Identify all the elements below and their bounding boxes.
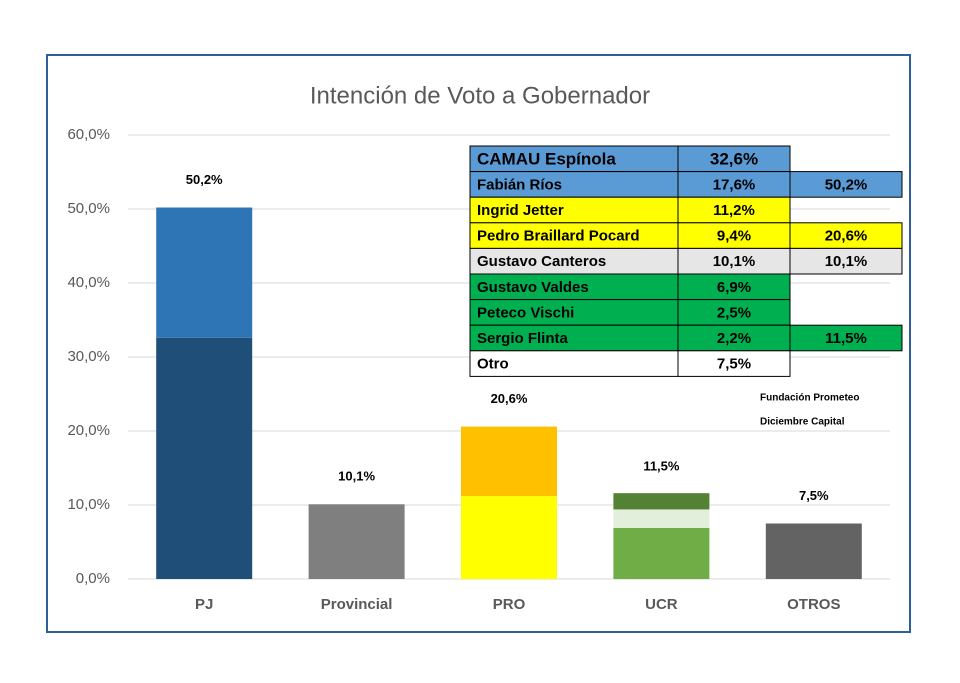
table-cell-text: 11,5% — [825, 330, 867, 347]
bar-segment — [613, 493, 710, 510]
bar-segment — [613, 527, 710, 579]
y-tick-label: 30,0% — [67, 348, 110, 365]
table-cell-text: Ingrid Jetter — [477, 202, 564, 219]
table-cell-text: 2,2% — [717, 330, 751, 347]
table-cell — [789, 222, 903, 249]
bar-segment — [156, 337, 253, 579]
y-tick-label: 40,0% — [67, 274, 110, 291]
table-cell-text: 17,6% — [713, 176, 756, 193]
table-cell — [789, 324, 903, 352]
table-cell-text: Otro — [477, 356, 509, 373]
bar-segment — [765, 523, 862, 579]
table-cell — [677, 273, 791, 301]
bar-segment — [461, 496, 557, 579]
table-cell-text: Pedro Braillard Pocard — [477, 228, 640, 245]
table-cell-text: Sergio Flinta — [477, 330, 569, 347]
table-cell — [677, 196, 791, 224]
table-cell — [469, 171, 679, 198]
x-tick-label: PRO — [493, 596, 526, 613]
table-cell — [469, 145, 679, 173]
table-cell-text: Peteco Vischi — [477, 304, 574, 321]
table-cell — [789, 171, 903, 198]
note: Fundación Prometeo — [760, 393, 859, 404]
table-cell — [677, 171, 791, 198]
table-cell-text: CAMAU Espínola — [477, 149, 616, 168]
total-label: 50,2% — [186, 172, 223, 187]
x-tick-label: UCR — [645, 596, 678, 613]
chart-title: Intención de Voto a Gobernador — [310, 82, 650, 109]
table-cell — [469, 324, 679, 352]
table-cell-text: 50,2% — [825, 176, 868, 193]
total-label: 20,6% — [491, 391, 528, 406]
table-cell-text: 10,1% — [713, 253, 756, 270]
table-cell-text: Fabián Ríos — [477, 176, 562, 193]
table-cell — [677, 145, 791, 173]
table-cell-text: 32,6% — [710, 149, 758, 168]
table-cell-text: Gustavo Valdes — [477, 279, 589, 296]
note: Diciembre Capital — [760, 417, 845, 428]
y-tick-label: 10,0% — [67, 496, 110, 513]
table-cell-text: 7,5% — [717, 356, 751, 373]
total-label: 10,1% — [338, 469, 375, 484]
table-cell-text: 10,1% — [825, 253, 868, 270]
bar-segment — [156, 207, 253, 338]
x-tick-label: PJ — [195, 596, 213, 613]
table-cell-text: Gustavo Canteros — [477, 253, 606, 270]
y-tick-label: 20,0% — [67, 422, 110, 439]
table-cell-text: 6,9% — [717, 279, 751, 296]
table-cell — [469, 350, 679, 377]
table-cell — [677, 299, 791, 326]
bar-segment — [308, 504, 405, 579]
bar-segment — [461, 426, 557, 497]
y-tick-label: 60,0% — [67, 126, 110, 143]
total-label: 7,5% — [799, 488, 829, 503]
table-cell-text: 2,5% — [717, 304, 751, 321]
table-cell — [789, 247, 903, 275]
x-tick-label: Provincial — [321, 596, 393, 613]
table-cell — [469, 273, 679, 301]
table-cell — [469, 299, 679, 326]
table-cell — [677, 350, 791, 377]
table-cell-text: 20,6% — [825, 228, 868, 245]
bar-segment — [613, 509, 710, 528]
y-tick-label: 50,0% — [67, 200, 110, 217]
total-label: 11,5% — [643, 458, 680, 473]
y-tick-label: 0,0% — [76, 570, 110, 587]
x-tick-label: OTROS — [787, 596, 840, 613]
table-cell-text: 11,2% — [713, 202, 755, 219]
table-cell — [677, 247, 791, 275]
table-cell-text: 9,4% — [717, 228, 751, 245]
